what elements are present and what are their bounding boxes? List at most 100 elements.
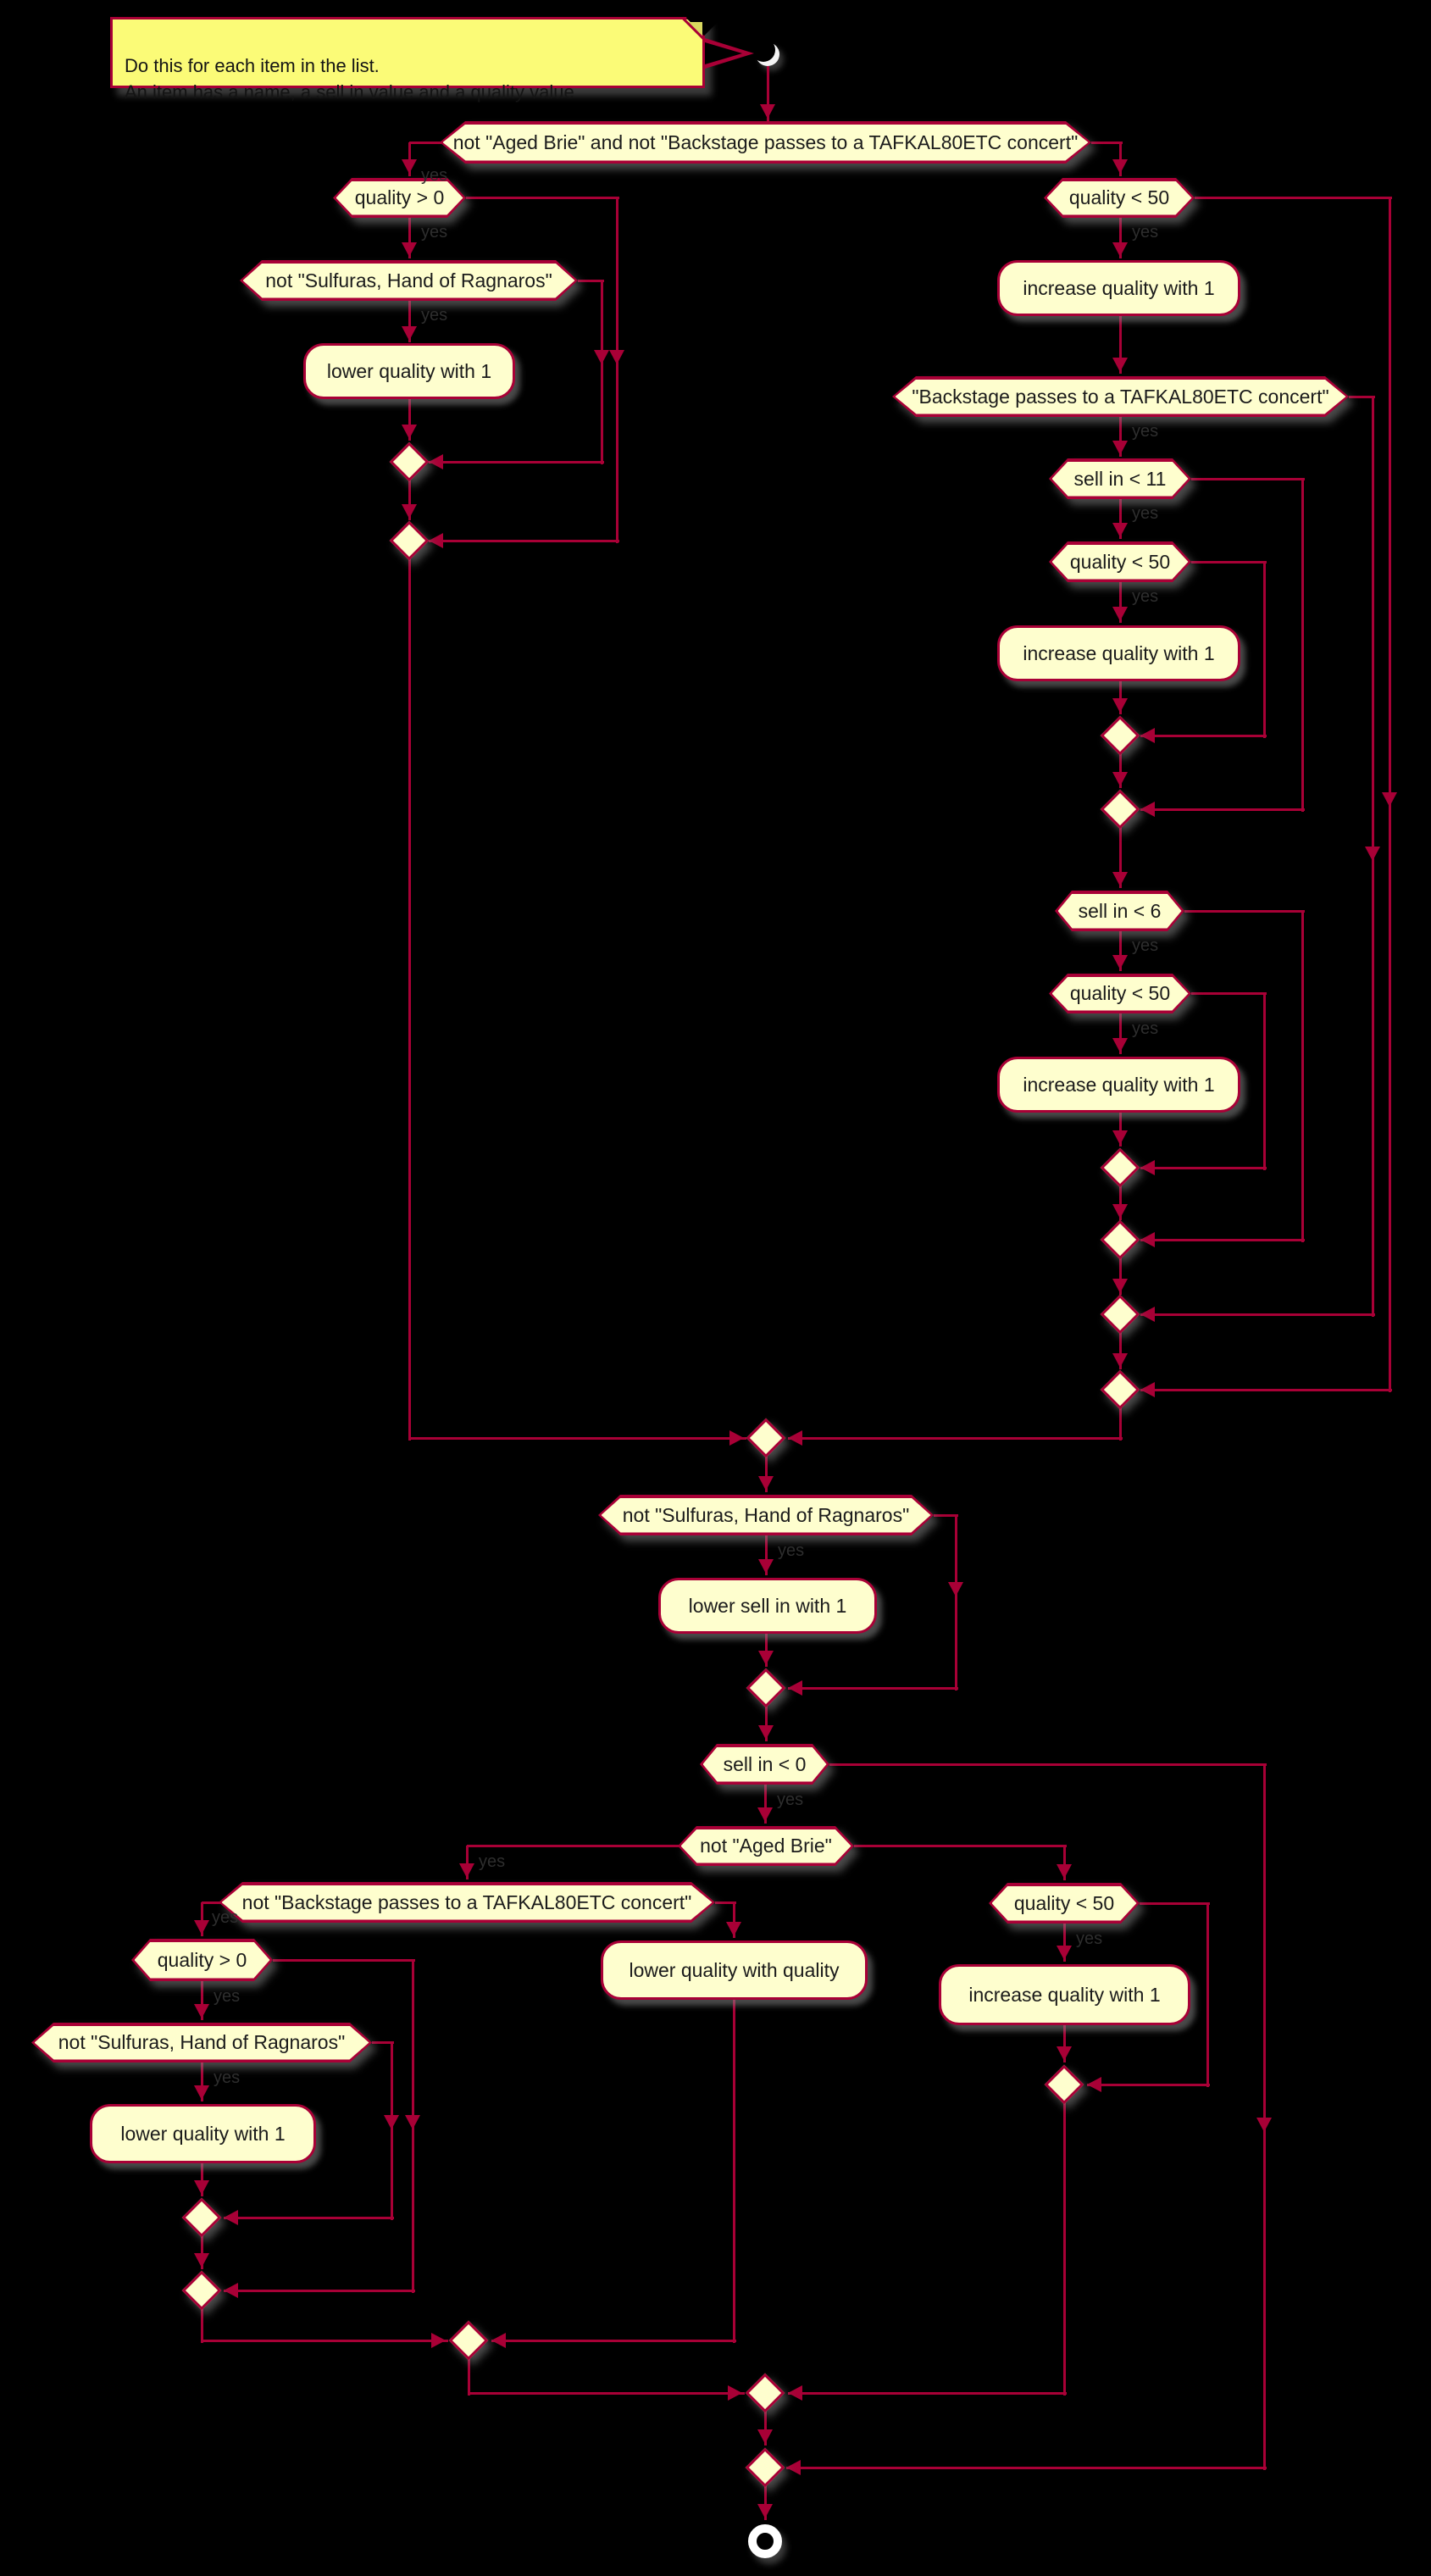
flow-line: [200, 1981, 203, 2020]
flow-line: [429, 539, 619, 542]
flow-arrowhead: [758, 1725, 774, 1740]
flow-arrowhead: [402, 326, 417, 341]
flow-arrowhead: [1140, 1160, 1155, 1175]
flow-arrowhead: [728, 2385, 742, 2401]
flow-line: [224, 2216, 394, 2219]
flow-line: [1118, 582, 1122, 623]
flow-arrowhead: [194, 2253, 209, 2268]
flow-line: [786, 2466, 1267, 2469]
flow-arrowhead: [431, 2333, 446, 2348]
flow-line: [788, 2391, 1067, 2395]
action-label: increase quality with 1: [1023, 641, 1215, 664]
flow-line: [788, 1686, 958, 1690]
flow-arrowhead: [491, 2333, 506, 2348]
condition-not-sulfuras: not "Sulfuras, Hand of Ragnaros": [31, 2023, 372, 2062]
flow-line: [1262, 1764, 1266, 2470]
flow-line: [1262, 993, 1266, 1170]
flow-arrowhead: [1382, 792, 1397, 807]
condition-backstage-passes: "Backstage passes to a TAFKAL80ETC conce…: [892, 376, 1349, 417]
flow-arrowhead: [1140, 1307, 1155, 1322]
note: Do this for each item in the list. An it…: [110, 0, 754, 103]
condition-label: quality < 50: [1052, 545, 1189, 580]
action-label: lower sell in with 1: [688, 1594, 847, 1617]
flow-line: [1118, 931, 1122, 971]
condition-label: quality > 0: [336, 181, 463, 215]
flow-line: [1191, 991, 1267, 995]
flow-arrowhead: [402, 504, 417, 519]
flow-line: [1118, 828, 1122, 888]
flow-arrowhead: [788, 1680, 802, 1696]
flow-line: [390, 2042, 393, 2220]
merge-diamond-shape: [181, 2197, 222, 2238]
flow-arrowhead: [1057, 1864, 1072, 1879]
flow-arrowhead: [429, 454, 443, 469]
merge-diamond: [745, 2373, 785, 2413]
flow-arrowhead: [757, 2429, 773, 2444]
flow-line: [1191, 560, 1267, 564]
flow-arrowhead: [194, 1920, 209, 1935]
condition-quality-lt-50: quality < 50: [989, 1883, 1140, 1924]
flow-line: [273, 1958, 415, 1962]
flow-line: [954, 1515, 957, 1690]
merge-diamond-shape: [448, 2320, 489, 2361]
flow-line: [600, 280, 603, 464]
flow-line: [409, 1436, 746, 1440]
flow-line: [469, 2391, 745, 2395]
merge-diamond-shape: [746, 1668, 786, 1708]
flow-arrowhead: [726, 1922, 741, 1936]
flow-arrowhead: [402, 425, 417, 439]
flow-line: [829, 1763, 1267, 1766]
flow-line: [1140, 1901, 1210, 1905]
flow-arrowhead: [384, 2115, 399, 2129]
flow-arrowhead: [405, 2115, 420, 2129]
flow-line: [202, 2339, 448, 2342]
flow-line: [1140, 1166, 1267, 1169]
flow-arrowhead: [788, 1430, 802, 1446]
flow-arrowhead: [1087, 2077, 1101, 2092]
flow-line: [1118, 1013, 1122, 1054]
flow-line: [1118, 1258, 1122, 1295]
flow-line: [1118, 1186, 1122, 1220]
flow-line: [788, 1436, 1123, 1440]
flow-arrowhead: [948, 1582, 963, 1596]
flow-line: [429, 460, 604, 464]
flow-line: [715, 1901, 736, 1904]
condition-quality-lt-50: quality < 50: [1049, 974, 1191, 1013]
flow-line: [408, 559, 411, 1441]
flow-line: [854, 1844, 1067, 1847]
condition-label: not "Sulfuras, Hand of Ragnaros": [35, 2026, 369, 2060]
merge-diamond-shape: [1100, 1147, 1140, 1188]
flow-arrowhead: [757, 1807, 773, 1822]
merge-diamond-shape: [1100, 789, 1140, 830]
branch-label-yes: yes: [214, 2068, 241, 2087]
branch-label-yes: yes: [1076, 1929, 1103, 1948]
flow-line: [1118, 218, 1122, 258]
branch-label-yes: yes: [479, 1852, 506, 1871]
action-increase-quality-with-1: increase quality with 1: [997, 260, 1240, 316]
flow-line: [1118, 754, 1122, 788]
flow-line: [1118, 681, 1122, 714]
flow-line: [764, 1634, 768, 1667]
flow-line: [200, 2062, 203, 2101]
condition-not-aged-brie: not "Aged Brie": [678, 1826, 854, 1866]
flow-line: [200, 2309, 203, 2343]
merge-diamond: [389, 520, 430, 561]
flow-arrowhead: [786, 2460, 801, 2475]
branch-label-yes: yes: [1132, 504, 1159, 523]
flow-arrowhead: [1112, 1279, 1128, 1293]
flow-line: [1140, 734, 1267, 737]
merge-diamond: [181, 2270, 222, 2311]
branch-label-yes: yes: [778, 1541, 805, 1560]
flow-arrowhead: [459, 1863, 474, 1878]
flow-arrowhead: [1112, 1038, 1128, 1052]
flow-line: [1118, 499, 1122, 539]
flow-line: [408, 399, 411, 441]
flow-line: [1118, 417, 1122, 457]
flow-line: [1195, 196, 1392, 199]
condition-label: not "Sulfuras, Hand of Ragnaros": [602, 1498, 931, 1533]
branch-label-yes: yes: [212, 1908, 239, 1927]
merge-diamond-shape: [389, 520, 430, 561]
condition-sell-in-lt-11: sell in < 11: [1049, 458, 1191, 499]
flow-arrowhead: [1112, 358, 1128, 372]
